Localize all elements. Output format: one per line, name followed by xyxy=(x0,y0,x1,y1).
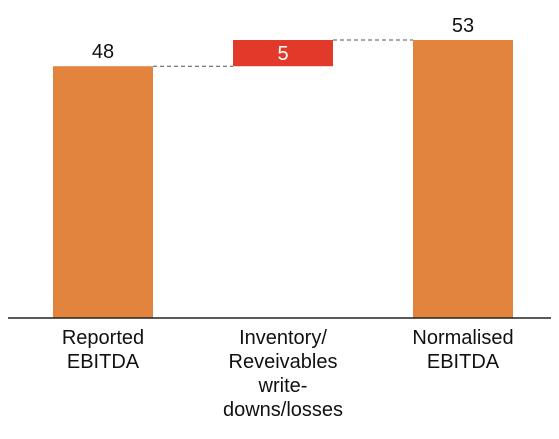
x-tick-label-line: Normalised xyxy=(412,327,513,349)
x-tick-label: Reported EBITDA xyxy=(62,327,144,373)
connectors-layer xyxy=(153,39,413,67)
bar-total xyxy=(53,66,153,319)
value-label: 5 xyxy=(277,43,288,65)
x-tick-label-line: Reported xyxy=(62,327,144,349)
x-tick-label: Inventory/Reveivables write-downs/losses xyxy=(223,327,343,421)
value-label: 53 xyxy=(452,15,474,37)
x-tick-label: Normalised EBITDA xyxy=(412,327,513,373)
x-tick-label-line: downs/losses xyxy=(223,399,343,421)
bar-increase xyxy=(233,40,333,67)
x-tick-label-line: write- xyxy=(258,375,308,397)
x-tick-label-line: EBITDA xyxy=(427,351,500,373)
bar-total xyxy=(413,40,513,318)
value-label: 48 xyxy=(92,41,114,63)
x-tick-label-line: Inventory/ xyxy=(239,327,327,349)
bars-layer xyxy=(53,40,513,319)
value-labels-layer: 48 5 53 xyxy=(92,15,474,65)
x-tick-label-line: EBITDA xyxy=(67,351,140,373)
x-tick-label-line: Reveivables xyxy=(229,351,338,373)
